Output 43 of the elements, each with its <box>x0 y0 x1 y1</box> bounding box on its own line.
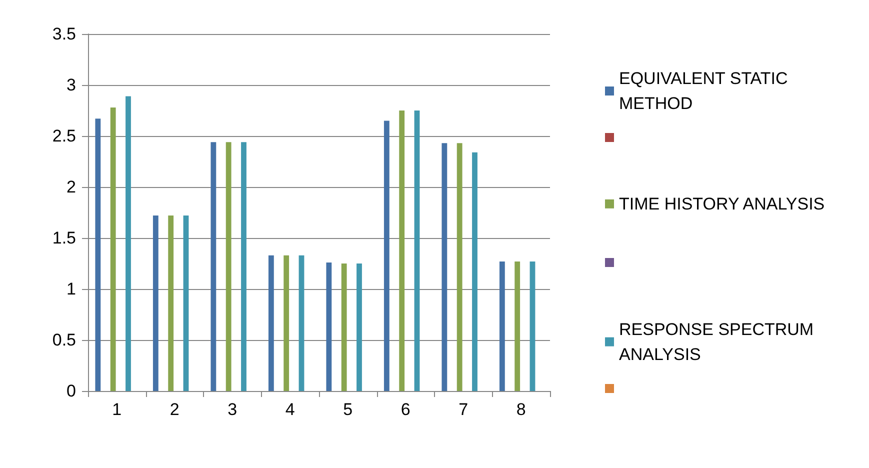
y-tick-label: 0.5 <box>52 330 76 350</box>
bar <box>384 120 390 391</box>
bar <box>152 216 158 391</box>
bar <box>341 264 347 391</box>
y-tick-label: 1 <box>66 280 76 298</box>
bar <box>110 107 116 391</box>
y-tick-label: 3.5 <box>52 24 76 44</box>
x-tick-label: 2 <box>170 400 180 419</box>
bar <box>499 261 505 391</box>
x-tick-label: 5 <box>343 400 353 419</box>
y-tick-label: 2.5 <box>52 126 76 146</box>
y-tick-label: 0 <box>66 382 76 400</box>
bar <box>456 143 462 391</box>
y-tick-label: 3 <box>66 76 76 94</box>
legend-label: RESPONSE SPECTRUM ANALYSIS <box>619 320 818 364</box>
bar <box>95 118 101 391</box>
bar <box>168 216 174 391</box>
bar <box>183 216 189 391</box>
bar <box>514 261 520 391</box>
bar <box>210 142 216 391</box>
bar <box>268 255 274 391</box>
x-tick-label: 7 <box>458 400 468 419</box>
bar <box>241 142 246 391</box>
bar <box>226 142 232 391</box>
y-tick-label: 2 <box>66 178 76 196</box>
bar <box>530 261 536 391</box>
legend-label: TIME HISTORY ANALYSIS <box>619 194 825 214</box>
bar <box>399 110 405 391</box>
legend-label: EQUIVALENT STATIC METHOD <box>619 69 792 113</box>
bar <box>442 143 448 391</box>
x-tick-label: 4 <box>285 400 295 419</box>
bar <box>284 255 290 391</box>
x-tick-label: 1 <box>112 400 122 419</box>
x-tick-label: 8 <box>516 400 526 419</box>
bar <box>126 96 131 391</box>
bar <box>326 262 332 391</box>
bar <box>414 110 420 391</box>
x-tick-label: 6 <box>400 400 410 419</box>
bar <box>298 255 304 391</box>
bar <box>472 152 478 391</box>
x-tick-label: 3 <box>228 400 238 419</box>
bar <box>356 264 362 391</box>
y-tick-label: 1.5 <box>52 228 76 248</box>
